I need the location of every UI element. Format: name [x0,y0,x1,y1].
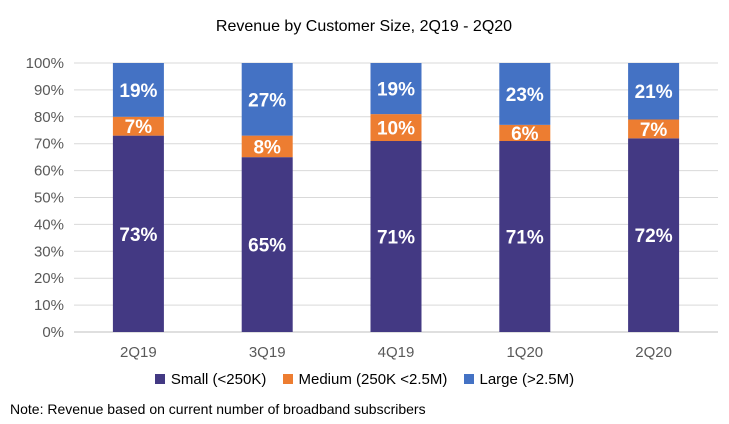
legend: Small (<250K) Medium (250K <2.5M) Large … [0,371,729,388]
data-label-small: 65% [248,236,286,257]
data-label-medium: 7% [640,120,668,141]
legend-label-medium: Medium (250K <2.5M) [298,371,448,388]
bars: 73% 7% 19% 65% 8% 27% 71% 10% 19% 71% 6% 23% 72% 7% 21… [112,63,680,332]
bar-segment-large [370,63,422,115]
data-label-small: 72% [635,226,673,247]
y-tick-label: 100% [26,55,64,72]
data-label-medium: 10% [377,119,415,140]
x-axis: 2Q19 3Q19 4Q19 1Q20 2Q20 [120,344,672,361]
y-tick-label: 10% [34,297,64,314]
bar-segment-large [112,63,164,117]
legend-label-large: Large (>2.5M) [479,371,575,388]
y-tick-label: 20% [34,270,64,287]
legend-label-small: Small (<250K) [170,371,267,388]
bar-segment-small [499,141,551,332]
x-tick-label: 4Q19 [378,344,415,361]
data-label-medium: 8% [253,137,281,158]
bar-segment-medium [370,114,422,142]
y-tick-label: 30% [34,243,64,260]
bar-segment-medium [112,116,164,136]
legend-swatch-small [154,374,165,384]
data-label-medium: 7% [125,117,153,138]
chart-title: Revenue by Customer Size, 2Q19 - 2Q20 [216,18,512,35]
y-tick-label: 90% [34,82,64,99]
data-label-large: 23% [506,85,544,106]
bar-segment-medium [628,119,680,139]
x-tick-label: 3Q19 [249,344,286,361]
bar-segment-small [628,138,680,332]
bar-segment-small [370,141,422,332]
x-tick-label: 2Q19 [120,344,157,361]
y-tick-label: 60% [34,163,64,180]
data-label-large: 21% [635,82,673,103]
bar-segment-large [628,63,680,120]
y-tick-label: 80% [34,109,64,126]
y-tick-label: 70% [34,136,64,153]
data-label-large: 19% [377,80,415,101]
data-label-medium: 6% [511,124,539,145]
bar-segment-small [241,157,293,332]
bar-segment-large [241,63,293,136]
data-label-small: 73% [119,225,157,246]
y-tick-label: 0% [42,324,64,341]
legend-item-medium: Medium (250K <2.5M) [282,371,448,388]
y-tick-label: 40% [34,216,64,233]
bar-segment-medium [241,135,293,158]
footnote: Note: Revenue based on current number of… [10,401,426,417]
legend-item-large: Large (>2.5M) [463,371,575,388]
x-tick-label: 1Q20 [506,344,543,361]
x-tick-label: 2Q20 [635,344,672,361]
data-label-small: 71% [377,228,415,249]
legend-swatch-medium [282,374,293,384]
y-axis: 0% 10% 20% 30% 40% 50% 60% 70% 80% 90% 100% [26,55,64,341]
bar-segment-large [499,63,551,125]
bar-segment-medium [499,124,551,142]
data-label-large: 27% [248,90,286,111]
data-label-large: 19% [119,81,157,102]
y-tick-label: 50% [34,190,64,207]
bar-segment-small [112,135,164,332]
data-label-small: 71% [506,228,544,249]
legend-item-small: Small (<250K) [154,371,267,388]
legend-swatch-large [463,374,474,384]
